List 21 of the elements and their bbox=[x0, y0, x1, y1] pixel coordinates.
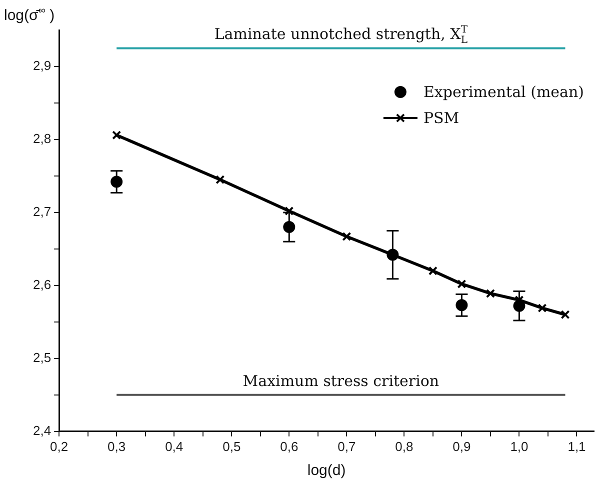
legend-label: Experimental (mean) bbox=[423, 83, 584, 101]
y-tick-label: 2,4 bbox=[32, 422, 52, 438]
x-axis-title: log(d) bbox=[307, 462, 346, 480]
y-tick-label: 2,7 bbox=[32, 204, 52, 220]
x-tick-label: 0,8 bbox=[395, 438, 414, 454]
series-label: Maximum stress criterion bbox=[242, 372, 440, 390]
y-tick-label: 2,9 bbox=[32, 58, 52, 74]
x-tick-label: 0,2 bbox=[50, 438, 68, 454]
x-tick-label: 0,3 bbox=[108, 438, 126, 454]
y-axis-title: log(σ̄∞ ) bbox=[4, 5, 55, 24]
x-tick-label: 0,6 bbox=[280, 438, 298, 454]
legend-label: PSM bbox=[423, 109, 460, 127]
x-tick-label: 0,9 bbox=[452, 438, 471, 454]
x-tick-label: 0,5 bbox=[222, 438, 241, 454]
x-tick-label: 0,7 bbox=[338, 438, 356, 454]
x-tick-label: 1,1 bbox=[568, 438, 586, 454]
y-tick-label: 2,6 bbox=[32, 277, 52, 292]
x-tick-label: 1,0 bbox=[510, 438, 528, 454]
y-tick-label: 2,8 bbox=[32, 131, 52, 146]
y-tick-label: 2,5 bbox=[32, 350, 52, 365]
x-tick-label: 0,4 bbox=[165, 438, 184, 454]
